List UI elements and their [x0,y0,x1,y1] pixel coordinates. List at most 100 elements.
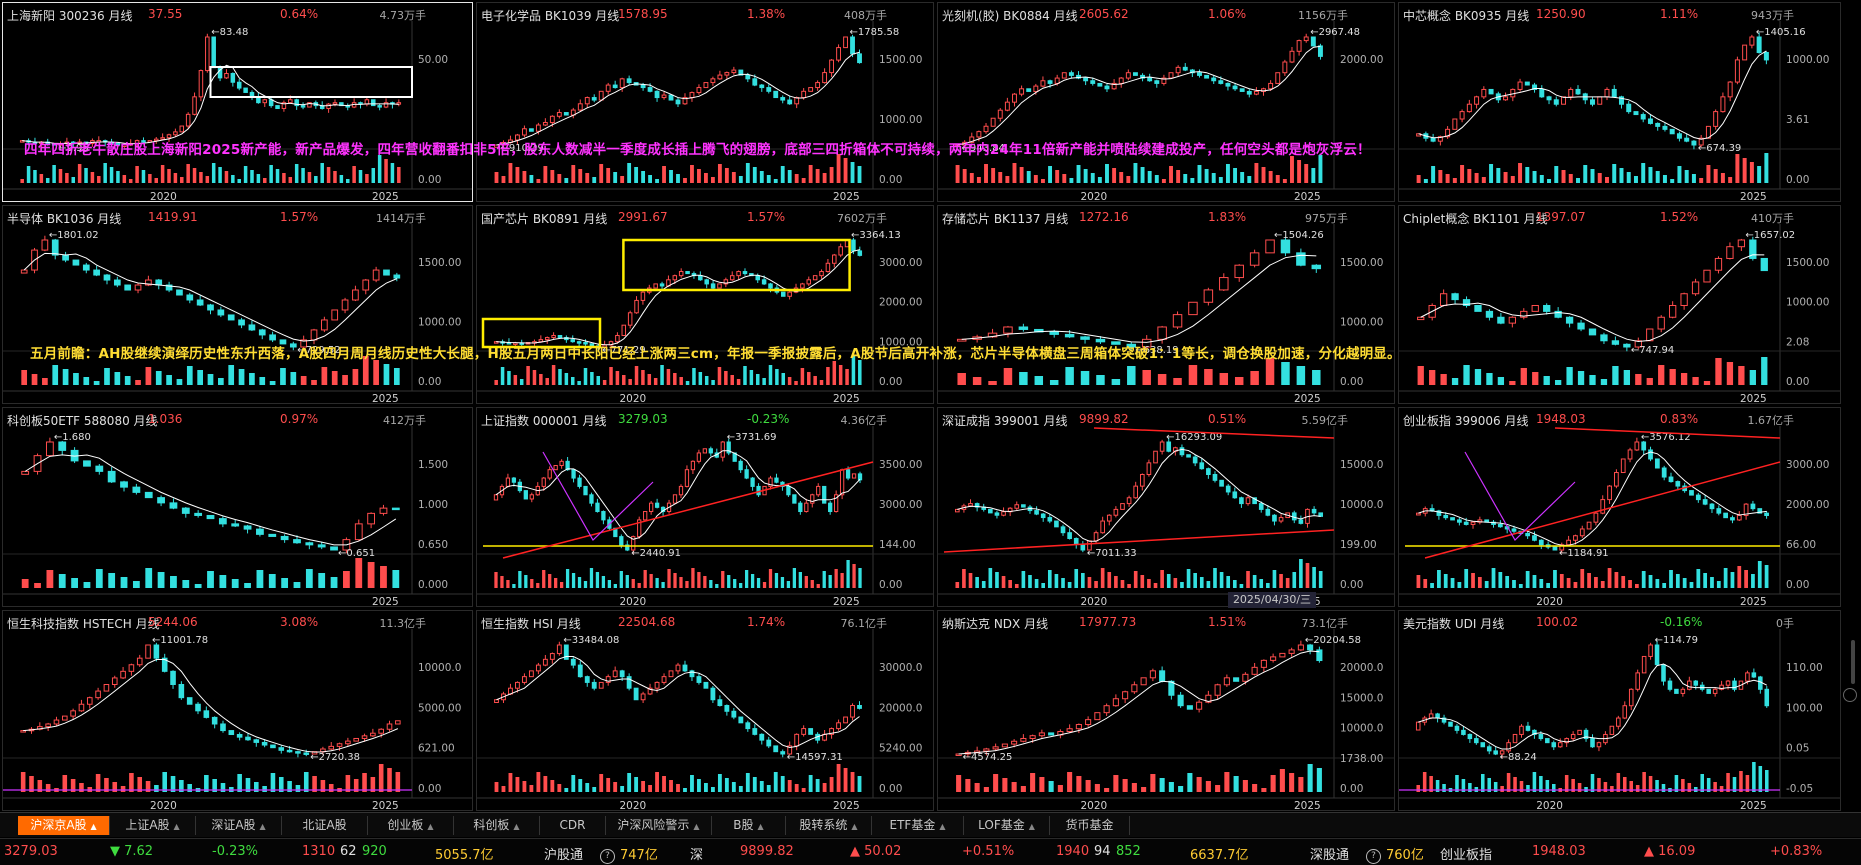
year-axis-label: 2020 [1081,800,1108,811]
security-name[interactable]: 电子化学品 BK1039 月线 [481,9,620,23]
market-tab[interactable]: 创业板 ▲ [368,816,454,835]
chart-panel[interactable]: ←16293.09 ←7011.33 15000.0 10000.0 199.00 0.0… [937,407,1395,607]
chart-panel[interactable]: ←83.48 ←9.95 50.00 0.00 2020 2025 上海新阳 300236 … [2,2,473,202]
market-tab[interactable]: 上证A股 ▲ [110,816,196,835]
market-tab[interactable]: 深证A股 ▲ [196,816,282,835]
chart-panel[interactable]: ←20204.58 ←4574.25 20000.0 15000.0 10000.0 17… [937,610,1395,811]
security-name[interactable]: 存储芯片 BK1137 月线 [942,212,1069,226]
volume-bar [1648,167,1653,183]
chart-panel[interactable]: ←11001.78 ←2720.38 10000.0 5000.00 621.00 0.0… [2,610,473,811]
dropdown-arrow-icon[interactable]: ▲ [693,822,700,831]
kline-chart[interactable]: ←1657.02←747.941500.001000.002.080.00202… [1399,206,1841,404]
market-tab[interactable]: 沪深京A股 ▲ [18,816,110,835]
security-name[interactable]: 纳斯达克 NDX 月线 [942,617,1049,631]
kline-chart[interactable]: ←20204.58←4574.2520000.015000.010000.017… [938,611,1395,811]
security-name[interactable]: 恒生科技指数 HSTECH 月线 [7,617,160,631]
price-axis-label: 621.00 [418,743,455,755]
security-name[interactable]: 创业板指 399006 月线 [1403,414,1529,428]
dropdown-arrow-icon[interactable]: ▲ [513,822,520,831]
change-percent: 0.83% [1660,412,1699,426]
dropdown-arrow-icon[interactable]: ▲ [851,822,858,831]
box-range-overlay [622,238,851,292]
candle [207,304,214,311]
chart-panel[interactable]: ←1405.16 ←674.39 1000.00 3.61 0.00 2025 中芯概念 B… [1398,2,1841,202]
kline-chart[interactable]: ←16293.09←7011.3315000.010000.0199.000.0… [938,408,1395,607]
volume-bar [834,569,838,588]
market-tab[interactable]: ETF基金 ▲ [872,816,964,835]
dropdown-arrow-icon[interactable]: ▲ [757,822,764,831]
volume-bar [585,173,590,183]
dropdown-arrow-icon[interactable]: ▲ [427,822,434,831]
chart-panel[interactable]: ←3576.12 ←1184.91 3000.00 2000.00 66.00 0.00 2… [1398,407,1841,607]
volume-bar [1196,777,1202,792]
security-name[interactable]: 美元指数 UDI 月线 [1403,617,1505,631]
dropdown-arrow-icon[interactable]: ▲ [1028,822,1035,831]
candle [211,36,216,69]
market-tab[interactable]: B股 ▲ [712,816,786,835]
kline-chart[interactable]: ←11001.78←2720.3810000.05000.00621.000.0… [3,611,473,811]
volume-bar [311,380,317,385]
market-tab[interactable]: 北证A股 [282,816,368,835]
chart-panel[interactable]: ←114.79 ←88.24 110.00 100.00 0.05 -0.05 2020 20… [1398,610,1841,811]
dropdown-arrow-icon[interactable]: ▲ [939,822,946,831]
volume-bar [1119,172,1124,183]
market-tab[interactable]: LOF基金 ▲ [964,816,1050,835]
hgt-label[interactable]: 沪股通 [544,848,584,863]
kline-chart[interactable]: ←3731.69←2440.913500.003000.00144.000.00… [477,408,934,607]
kline-chart[interactable]: ←3364.13←771.293000.002000.001000.000.00… [477,206,934,404]
market-tab[interactable]: 科创板 ▲ [454,816,540,835]
security-name[interactable]: 国产芯片 BK0891 月线 [481,212,608,226]
candle [634,299,639,314]
volume-bar [314,176,318,183]
year-axis-label: 2025 [372,596,399,607]
chart-panel[interactable]: ←3731.69 ←2440.91 3500.00 3000.00 144.00 0.00… [476,407,934,607]
market-tab[interactable]: 货币基金 [1050,816,1130,835]
security-name[interactable]: 上海新阳 300236 月线 [7,9,133,23]
market-tab[interactable]: 沪深风险警示 ▲ [606,816,712,835]
chart-panel[interactable]: ←33484.08 ←14597.31 30000.0 20000.0 5240.00 0… [476,610,934,811]
market-tab[interactable]: 股转系统 ▲ [786,816,872,835]
security-name[interactable]: 科创板50ETF 588080 月线 [7,414,158,428]
scrollbar-thumb[interactable] [1851,640,1855,684]
chart-panel[interactable]: ←1.680 ←0.651 1.500 1.000 0.650 0.000 2025 科创板5… [2,407,473,607]
security-name[interactable]: 中芯概念 BK0935 月线 [1403,9,1530,23]
dropdown-arrow-icon[interactable]: ▲ [259,822,266,831]
moving-average-line [957,448,1321,542]
kline-chart[interactable]: ←33484.08←14597.3130000.020000.05240.000… [477,611,934,811]
candle [647,87,653,92]
security-name[interactable]: 上证指数 000001 月线 [481,414,607,428]
volume-bar [1169,166,1173,183]
volume-bar [1252,575,1257,588]
volume-bar [666,369,671,385]
volume-bar [787,377,792,385]
dropdown-arrow-icon[interactable]: ▲ [90,822,97,831]
security-name[interactable]: 光刻机(胶) BK0884 月线 [942,9,1078,23]
sgt-label[interactable]: 深股通 [1310,848,1350,863]
market-tab[interactable]: CDR [540,816,606,835]
chart-panel[interactable]: ←3364.13 ←771.29 3000.00 2000.00 1000.00 0.00… [476,205,934,404]
kline-chart[interactable]: ←3576.12←1184.913000.002000.0066.000.002… [1399,408,1841,607]
chart-panel[interactable]: ←2967.48 ←943.84 2000.00 2020 2025 光刻机(胶) BK0… [937,2,1395,202]
chart-panel[interactable]: ←1801.02 ←729.52 1500.00 1000.00 0.00 2025 半导体… [2,205,473,404]
chart-panel[interactable]: ←1504.26 ←638.19 1500.00 1000.00 0.00 2025 存储芯… [937,205,1395,404]
security-name[interactable]: Chiplet概念 BK1101 月线 [1403,212,1548,226]
security-name[interactable]: 半导体 BK1036 月线 [7,212,122,226]
volume-bar [1105,164,1109,183]
volume-bar [1242,780,1248,792]
dropdown-arrow-icon[interactable]: ▲ [173,822,180,831]
chart-panel[interactable]: ←1785.58 ←910.39 1500.00 1000.00 0.00 2025 电子化… [476,2,934,202]
scrollbar[interactable] [1847,640,1859,700]
chart-panel[interactable]: ←1657.02 ←747.94 1500.00 1000.00 2.08 0.00 202… [1398,205,1841,404]
security-name[interactable]: 恒生指数 HSI 月线 [481,617,581,631]
security-name[interactable]: 深证成指 399001 月线 [942,414,1068,428]
volume-bar [766,785,771,792]
settings-gear-icon[interactable] [1843,688,1857,702]
